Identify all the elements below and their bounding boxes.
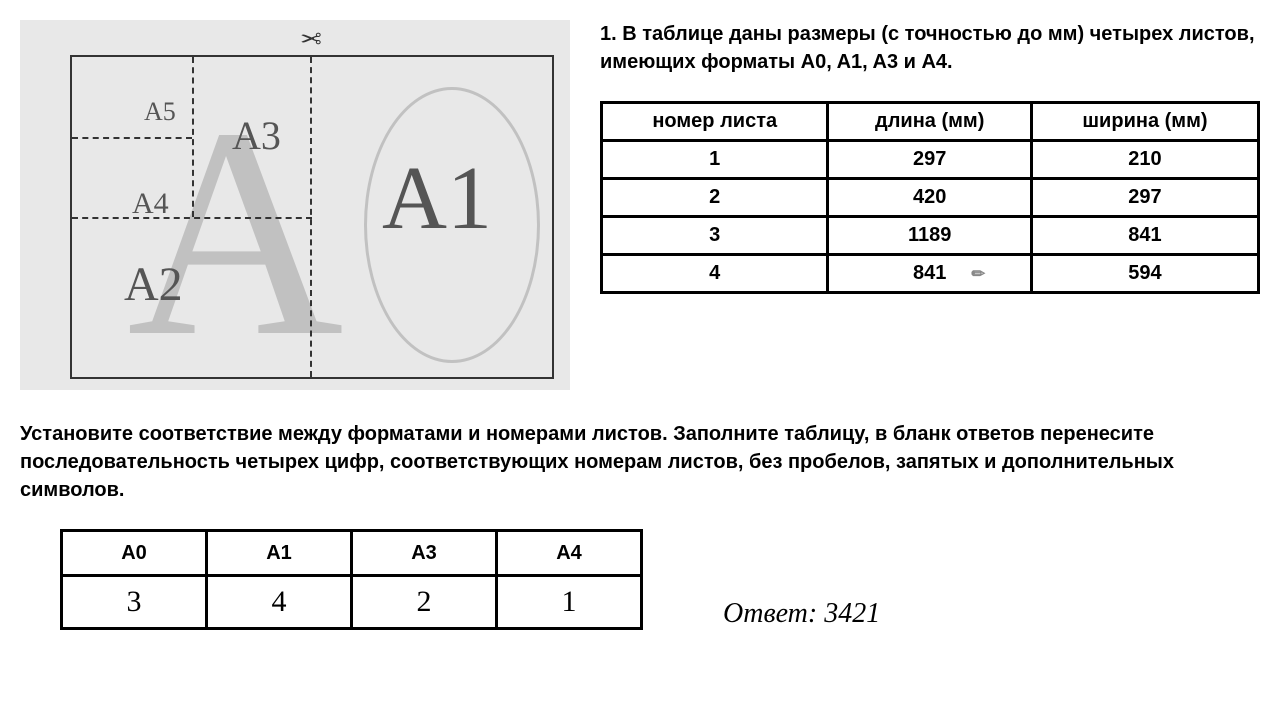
label-a2: A2 [124,257,183,312]
answer-col-a1: A1 [207,531,352,576]
answer-col-a3: A3 [352,531,497,576]
table-header-row: номер листа длина (мм) ширина (мм) [602,103,1259,141]
problem-statement: 1. В таблице даны размеры (с точностью д… [600,20,1260,76]
label-a3: A3 [232,112,281,159]
answer-table: A0 A1 A3 A4 3 4 2 1 [60,529,643,630]
answer-col-a4: A4 [497,531,642,576]
table-row: 1 297 210 [602,141,1259,179]
answer-val-a1: 4 [207,576,352,629]
pencil-icon: ✎ [966,262,990,286]
answer-col-a0: A0 [62,531,207,576]
paper-size-diagram: ✂ A A5 A4 A3 A2 A1 [20,20,570,390]
final-answer: Ответ: 3421 [723,598,880,630]
label-a4: A4 [132,187,169,221]
dimensions-table: номер листа длина (мм) ширина (мм) 1 297… [600,101,1260,294]
label-a5: A5 [144,97,176,127]
instruction-text: Установите соответствие между форматами … [20,420,1260,504]
label-a1: A1 [382,147,492,250]
table-row: 2 420 297 [602,179,1259,217]
table-row: 4 841 ✎ 594 [602,255,1259,293]
paper-frame: A A5 A4 A3 A2 A1 [70,55,554,379]
table-row: 3 1189 841 [602,217,1259,255]
answer-val-a0: 3 [62,576,207,629]
scissors-icon: ✂ [300,22,322,53]
col-width: ширина (мм) [1031,103,1258,141]
col-length: длина (мм) [828,103,1031,141]
answer-val-a4: 1 [497,576,642,629]
answer-val-a3: 2 [352,576,497,629]
col-sheet: номер листа [602,103,828,141]
